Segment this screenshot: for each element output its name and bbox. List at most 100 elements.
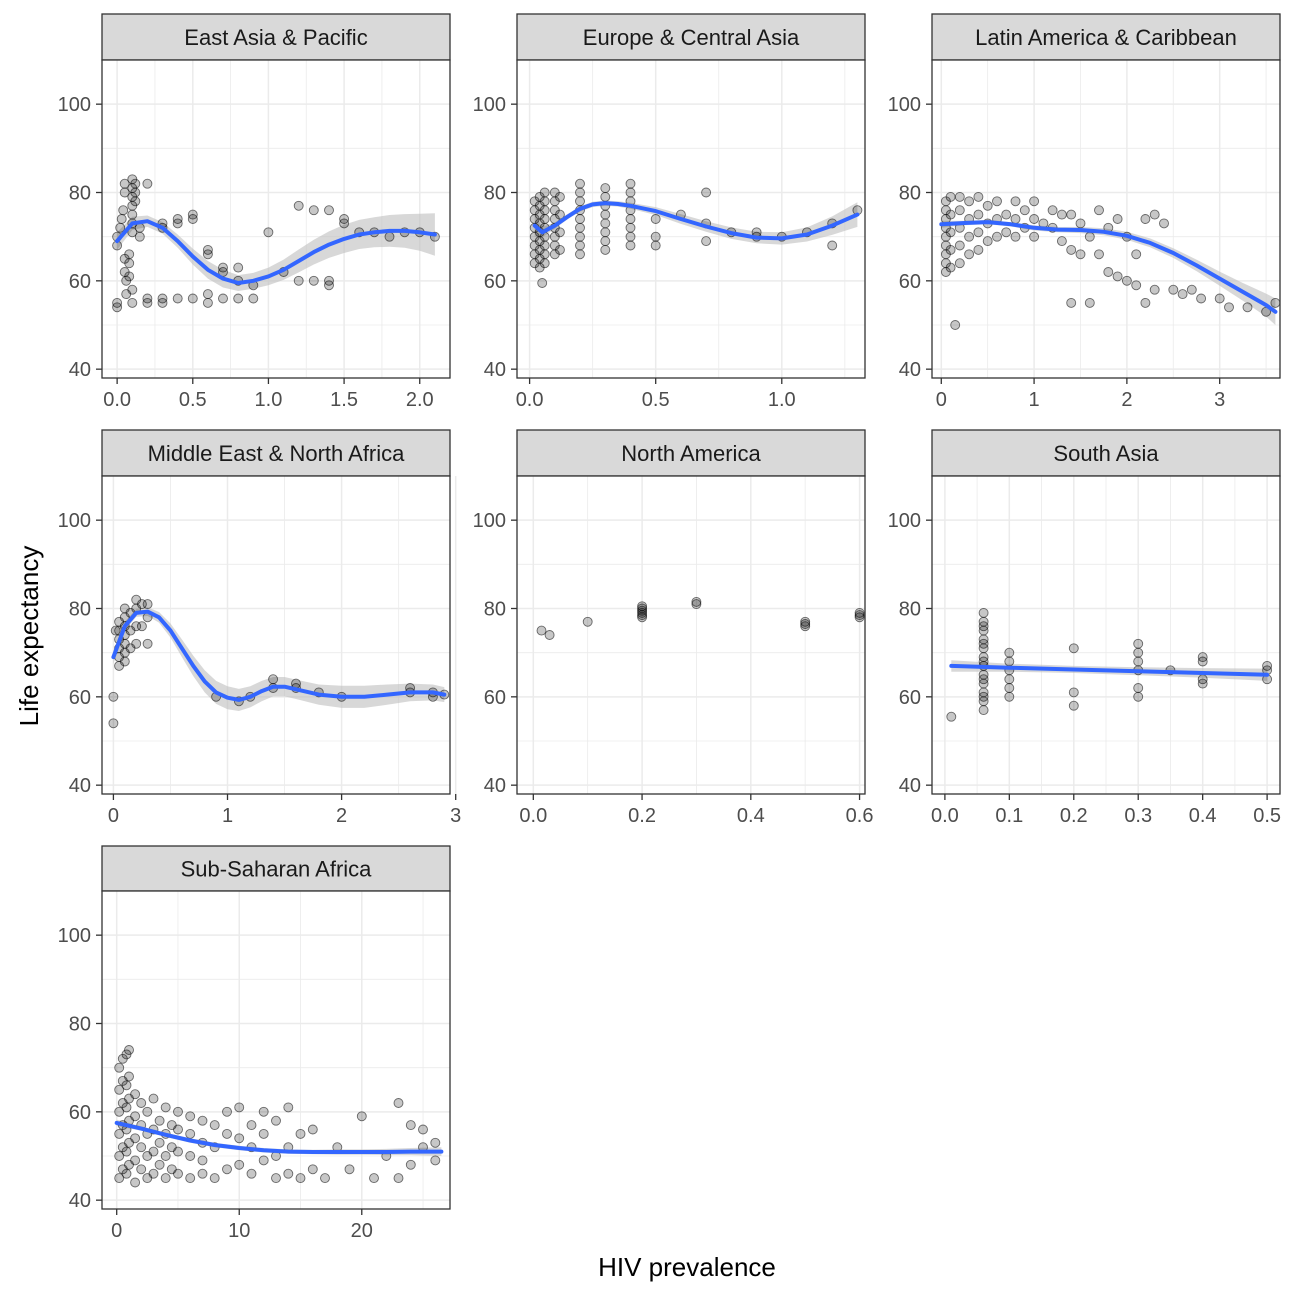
data-point bbox=[1224, 302, 1234, 313]
facet-panel: Latin America & Caribbean 40 60 80 100 0 1 2 3 bbox=[888, 13, 1281, 411]
data-point bbox=[945, 227, 956, 238]
y-tick-label: 40 bbox=[484, 359, 506, 381]
facet-strip bbox=[101, 13, 451, 61]
panel-border bbox=[516, 59, 866, 379]
data-point bbox=[1103, 267, 1114, 277]
data-point bbox=[154, 1115, 165, 1126]
data-point bbox=[131, 638, 142, 649]
x-tick-label: 2.0 bbox=[406, 389, 434, 411]
data-point bbox=[954, 191, 965, 202]
data-point bbox=[1075, 249, 1086, 260]
data-point bbox=[209, 1173, 220, 1184]
data-point bbox=[1140, 214, 1151, 224]
data-point bbox=[130, 1133, 141, 1144]
data-point bbox=[187, 209, 198, 220]
smooth-line bbox=[532, 201, 860, 241]
data-point bbox=[124, 1045, 134, 1055]
x-tick-label: 0.5 bbox=[1253, 805, 1281, 827]
data-point bbox=[222, 1106, 232, 1117]
data-point bbox=[950, 320, 961, 330]
smooth-confidence-band bbox=[117, 213, 435, 291]
data-point bbox=[127, 209, 138, 220]
data-point bbox=[1133, 638, 1144, 649]
data-point bbox=[108, 718, 119, 729]
data-point bbox=[1177, 289, 1188, 300]
smooth-line bbox=[111, 609, 447, 702]
data-point bbox=[854, 607, 865, 618]
data-point bbox=[308, 275, 319, 286]
data-point bbox=[324, 275, 334, 286]
x-tick-label: 0.0 bbox=[516, 389, 544, 411]
data-point bbox=[1133, 647, 1144, 658]
x-tick-label: 10 bbox=[228, 1220, 250, 1242]
data-point bbox=[539, 196, 550, 207]
data-point bbox=[536, 625, 547, 636]
data-point bbox=[1004, 656, 1015, 667]
data-point bbox=[1068, 643, 1079, 654]
data-point bbox=[134, 231, 145, 242]
panel-border bbox=[931, 475, 1281, 795]
y-tick-label: 100 bbox=[58, 925, 91, 947]
data-point bbox=[130, 1155, 141, 1166]
y-tick-label: 60 bbox=[69, 1102, 91, 1124]
smooth-line bbox=[114, 1120, 444, 1154]
y-tick-label: 100 bbox=[888, 510, 921, 532]
y-tick-label: 80 bbox=[484, 599, 506, 621]
data-point bbox=[1112, 271, 1123, 282]
data-point bbox=[142, 178, 153, 189]
y-tick-label: 80 bbox=[899, 599, 921, 621]
data-point bbox=[1066, 209, 1077, 220]
data-point bbox=[234, 1102, 245, 1113]
data-point bbox=[1001, 209, 1012, 220]
data-point bbox=[1131, 280, 1142, 291]
data-point bbox=[405, 1120, 416, 1131]
data-point bbox=[130, 187, 141, 198]
data-point bbox=[295, 1173, 306, 1184]
y-axis-title: Life expectancy bbox=[14, 546, 44, 727]
data-point bbox=[1242, 302, 1253, 313]
data-point bbox=[187, 293, 198, 304]
data-point bbox=[1133, 691, 1144, 702]
data-point bbox=[258, 1155, 269, 1166]
x-tick-label: 1 bbox=[222, 805, 233, 827]
data-point bbox=[246, 1168, 257, 1179]
data-point bbox=[233, 262, 244, 273]
x-tick-label: 2 bbox=[1121, 389, 1132, 411]
data-point bbox=[539, 249, 550, 260]
x-tick-label: 0 bbox=[111, 1220, 122, 1242]
y-tick-label: 80 bbox=[69, 1014, 91, 1036]
data-point bbox=[978, 621, 989, 632]
x-tick-label: 0 bbox=[936, 389, 947, 411]
data-point bbox=[222, 1164, 232, 1175]
data-point bbox=[1066, 244, 1077, 255]
panel-border bbox=[101, 59, 451, 379]
data-point bbox=[854, 610, 865, 621]
data-point bbox=[1068, 687, 1079, 698]
data-point bbox=[539, 214, 550, 224]
data-point bbox=[148, 1168, 159, 1179]
data-point bbox=[1010, 196, 1021, 207]
data-point bbox=[575, 222, 585, 233]
x-tick-label: 0.5 bbox=[179, 389, 207, 411]
data-point bbox=[625, 187, 636, 198]
data-point bbox=[356, 1111, 367, 1122]
x-tick-label: 0.0 bbox=[519, 805, 547, 827]
y-tick-label: 40 bbox=[899, 359, 921, 381]
data-point bbox=[1214, 293, 1225, 304]
data-point bbox=[130, 178, 141, 189]
data-point bbox=[136, 621, 147, 632]
data-point bbox=[234, 1133, 245, 1144]
data-point bbox=[430, 1155, 441, 1166]
panel-border bbox=[516, 475, 866, 795]
data-point bbox=[978, 607, 989, 618]
y-tick-label: 60 bbox=[69, 687, 91, 709]
data-point bbox=[954, 205, 965, 216]
facet-panel: North America 40 60 80 100 0.0 0.2 0.4 0.6 bbox=[473, 429, 873, 827]
data-point bbox=[136, 1164, 147, 1175]
data-point bbox=[197, 1168, 208, 1179]
facet-strip-label: Latin America & Caribbean bbox=[975, 25, 1237, 50]
y-tick-label: 100 bbox=[473, 94, 506, 116]
data-point bbox=[554, 191, 565, 202]
panel-background bbox=[102, 891, 450, 1209]
